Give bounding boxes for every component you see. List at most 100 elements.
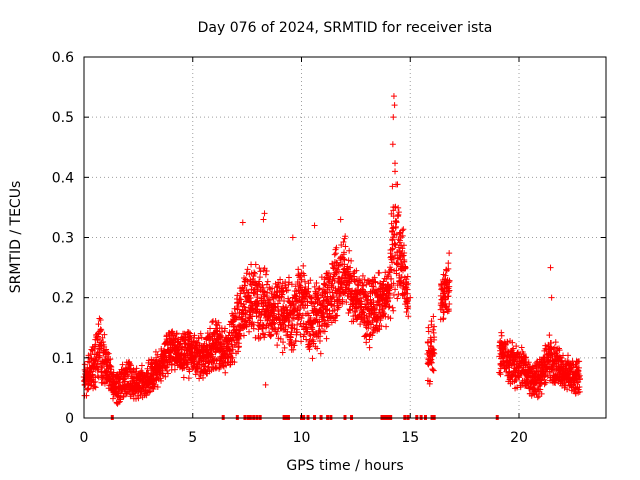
data-point (513, 377, 520, 384)
data-point (517, 384, 524, 391)
y-tick-label: 0.2 (52, 291, 74, 307)
axis-ticks: 0 5 10 15 20 0 0.1 0.2 0.3 0.4 0.5 0.6 (52, 50, 606, 446)
data-point (275, 281, 282, 288)
data-point (207, 325, 214, 332)
data-point (210, 330, 217, 337)
data-point (525, 359, 532, 366)
data-point (234, 292, 241, 299)
data-point (431, 334, 438, 341)
data-point (399, 253, 406, 260)
data-point (304, 302, 311, 309)
data-point (522, 354, 529, 361)
data-point (380, 278, 387, 285)
data-point (305, 285, 312, 292)
data-point (275, 294, 282, 301)
data-point (280, 288, 287, 295)
data-point (564, 352, 571, 359)
data-point (279, 291, 286, 298)
data-point (129, 367, 136, 374)
data-point (164, 370, 171, 377)
data-point (249, 319, 256, 326)
data-point (292, 337, 299, 344)
data-point (204, 364, 211, 371)
data-point (340, 255, 347, 262)
data-point (440, 315, 447, 322)
data-point (375, 298, 382, 305)
data-point (149, 370, 156, 377)
data-point (321, 328, 328, 335)
data-point (107, 363, 114, 370)
data-point (144, 365, 151, 372)
data-point (257, 268, 264, 275)
data-point (396, 230, 403, 237)
data-point (86, 359, 93, 366)
data-point (95, 321, 102, 328)
data-point (256, 265, 263, 272)
data-point (331, 307, 338, 314)
data-point (556, 347, 563, 354)
data-point (390, 280, 397, 287)
data-point (240, 332, 247, 339)
y-tick-label: 0.4 (52, 170, 74, 186)
data-point (401, 249, 408, 256)
data-point (427, 378, 434, 385)
data-point (187, 330, 194, 337)
data-point (151, 383, 158, 390)
data-point (395, 291, 402, 298)
data-point (329, 289, 336, 296)
chart-title: Day 076 of 2024, SRMTID for receiver ist… (198, 20, 493, 36)
data-point (260, 284, 267, 291)
data-point (231, 305, 238, 312)
data-point (215, 319, 222, 326)
data-point (307, 314, 314, 321)
data-point (394, 181, 401, 188)
data-point (239, 219, 246, 226)
data-point (342, 233, 349, 240)
data-point (110, 395, 117, 402)
data-point (392, 223, 399, 230)
data-point (122, 375, 129, 382)
data-point (91, 383, 98, 390)
data-point (268, 290, 275, 297)
data-point (552, 339, 559, 346)
data-point (403, 276, 410, 283)
data-point (429, 366, 436, 373)
data-point (250, 325, 257, 332)
data-point (264, 278, 271, 285)
data-point (89, 371, 96, 378)
data-point (400, 252, 407, 259)
data-point (365, 325, 372, 332)
data-point (321, 313, 328, 320)
data-point (315, 295, 322, 302)
data-point (185, 375, 192, 382)
data-point (393, 231, 400, 238)
data-point (513, 343, 520, 350)
data-point (249, 275, 256, 282)
data-point (96, 354, 103, 361)
data-point (277, 276, 284, 283)
data-point (365, 293, 372, 300)
data-point (395, 209, 402, 216)
data-point (390, 307, 397, 314)
data-point (261, 210, 268, 217)
data-point (316, 318, 323, 325)
data-point (290, 346, 297, 353)
x-tick-label: 10 (293, 430, 311, 446)
data-point (96, 315, 103, 322)
x-tick-label: 15 (401, 430, 419, 446)
y-axis-label: SRMTID / TECUs (8, 181, 24, 294)
data-point (516, 374, 523, 381)
data-point (538, 377, 545, 384)
data-point (301, 278, 308, 285)
data-point (313, 279, 320, 286)
data-point (371, 274, 378, 281)
data-point (287, 334, 294, 341)
data-point (398, 273, 405, 280)
x-axis-label: GPS time / hours (286, 458, 403, 474)
data-point (576, 388, 583, 395)
data-point (374, 313, 381, 320)
data-point (92, 384, 99, 391)
data-point (340, 280, 347, 287)
data-point (428, 356, 435, 363)
